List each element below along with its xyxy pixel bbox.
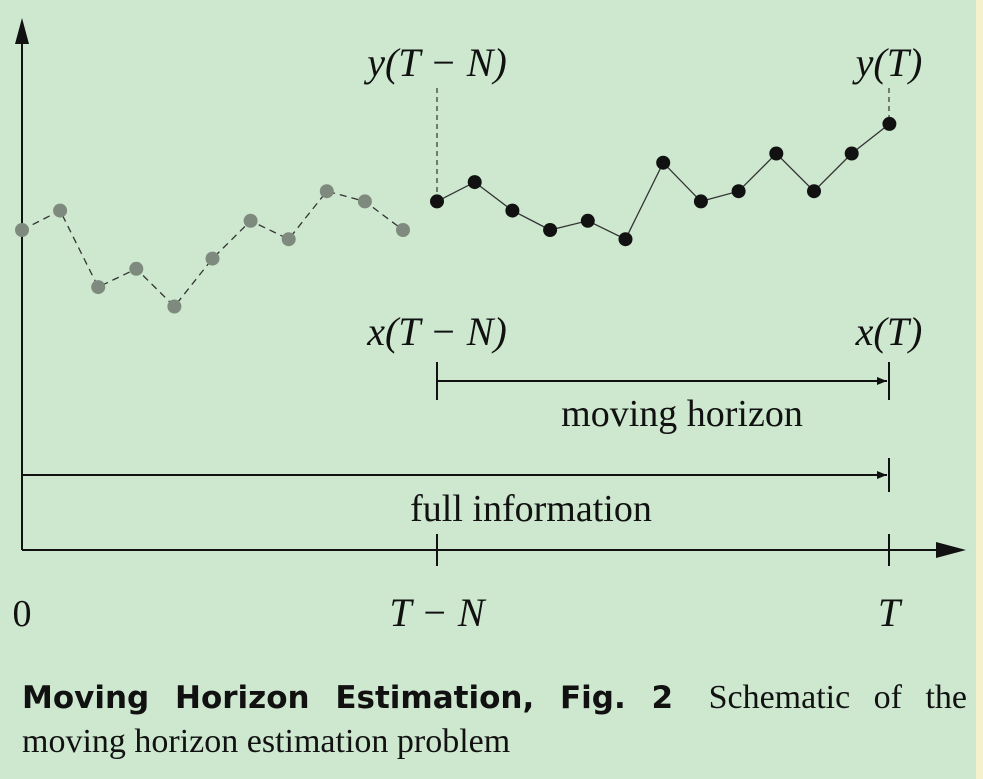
- window-measurement-point-5: [618, 232, 633, 247]
- window-measurement-line: [436, 123, 890, 241]
- moving-horizon-diagram: y(T − N) y(T) x(T − N) x(T) moving horiz…: [13, 18, 966, 635]
- tick-label-zero: 0: [13, 593, 32, 635]
- caption-label: Moving Horizon Estimation, Fig. 2: [22, 680, 674, 716]
- figure-caption: Moving Horizon Estimation, Fig. 2 Schema…: [22, 676, 967, 764]
- label-full-information: full information: [410, 488, 652, 530]
- window-measurement-point-1: [467, 175, 482, 190]
- label-y-start: y(T − N): [363, 40, 507, 85]
- tick-label-t-minus-n: T − N: [389, 590, 487, 635]
- past-measurement-point-10: [396, 223, 410, 237]
- tick-label-t: T: [878, 590, 903, 635]
- past-measurement-point-9: [357, 194, 372, 209]
- window-measurement-point-11: [844, 146, 859, 161]
- past-measurements: [15, 184, 410, 314]
- past-measurement-point-1: [53, 203, 68, 218]
- past-measurement-point-8: [319, 184, 334, 199]
- past-measurement-point-6: [243, 213, 258, 228]
- time-axis-arrow-icon: [936, 542, 966, 558]
- past-measurement-point-7: [281, 232, 296, 247]
- window-measurement-point-7: [693, 194, 708, 209]
- label-y-end: y(T): [852, 40, 923, 85]
- page-edge-strip: [976, 0, 983, 779]
- label-moving-horizon: moving horizon: [561, 393, 803, 435]
- label-x-start: x(T − N): [366, 309, 507, 354]
- window-measurement-point-10: [807, 184, 821, 199]
- window-measurement-point-3: [543, 223, 558, 237]
- past-measurement-line: [21, 190, 404, 308]
- window-measurement-point-0: [430, 194, 444, 209]
- past-measurement-point-0: [15, 223, 29, 237]
- past-measurement-point-5: [205, 251, 220, 266]
- caption-text: Schematic of the moving horizon estimati…: [22, 679, 967, 760]
- window-measurement-point-8: [731, 184, 746, 199]
- window-measurement-point-4: [580, 213, 595, 228]
- window-measurement-point-6: [656, 155, 671, 170]
- window-measurement-point-2: [505, 203, 520, 218]
- past-measurement-point-4: [167, 299, 182, 314]
- label-x-end: x(T): [855, 309, 923, 354]
- past-measurement-point-2: [91, 280, 106, 295]
- window-measurement-point-9: [769, 146, 784, 161]
- vertical-axis-arrow-icon: [15, 18, 29, 44]
- window-measurements: [430, 116, 897, 247]
- past-measurement-point-3: [129, 261, 144, 276]
- window-measurement-point-12: [882, 116, 897, 131]
